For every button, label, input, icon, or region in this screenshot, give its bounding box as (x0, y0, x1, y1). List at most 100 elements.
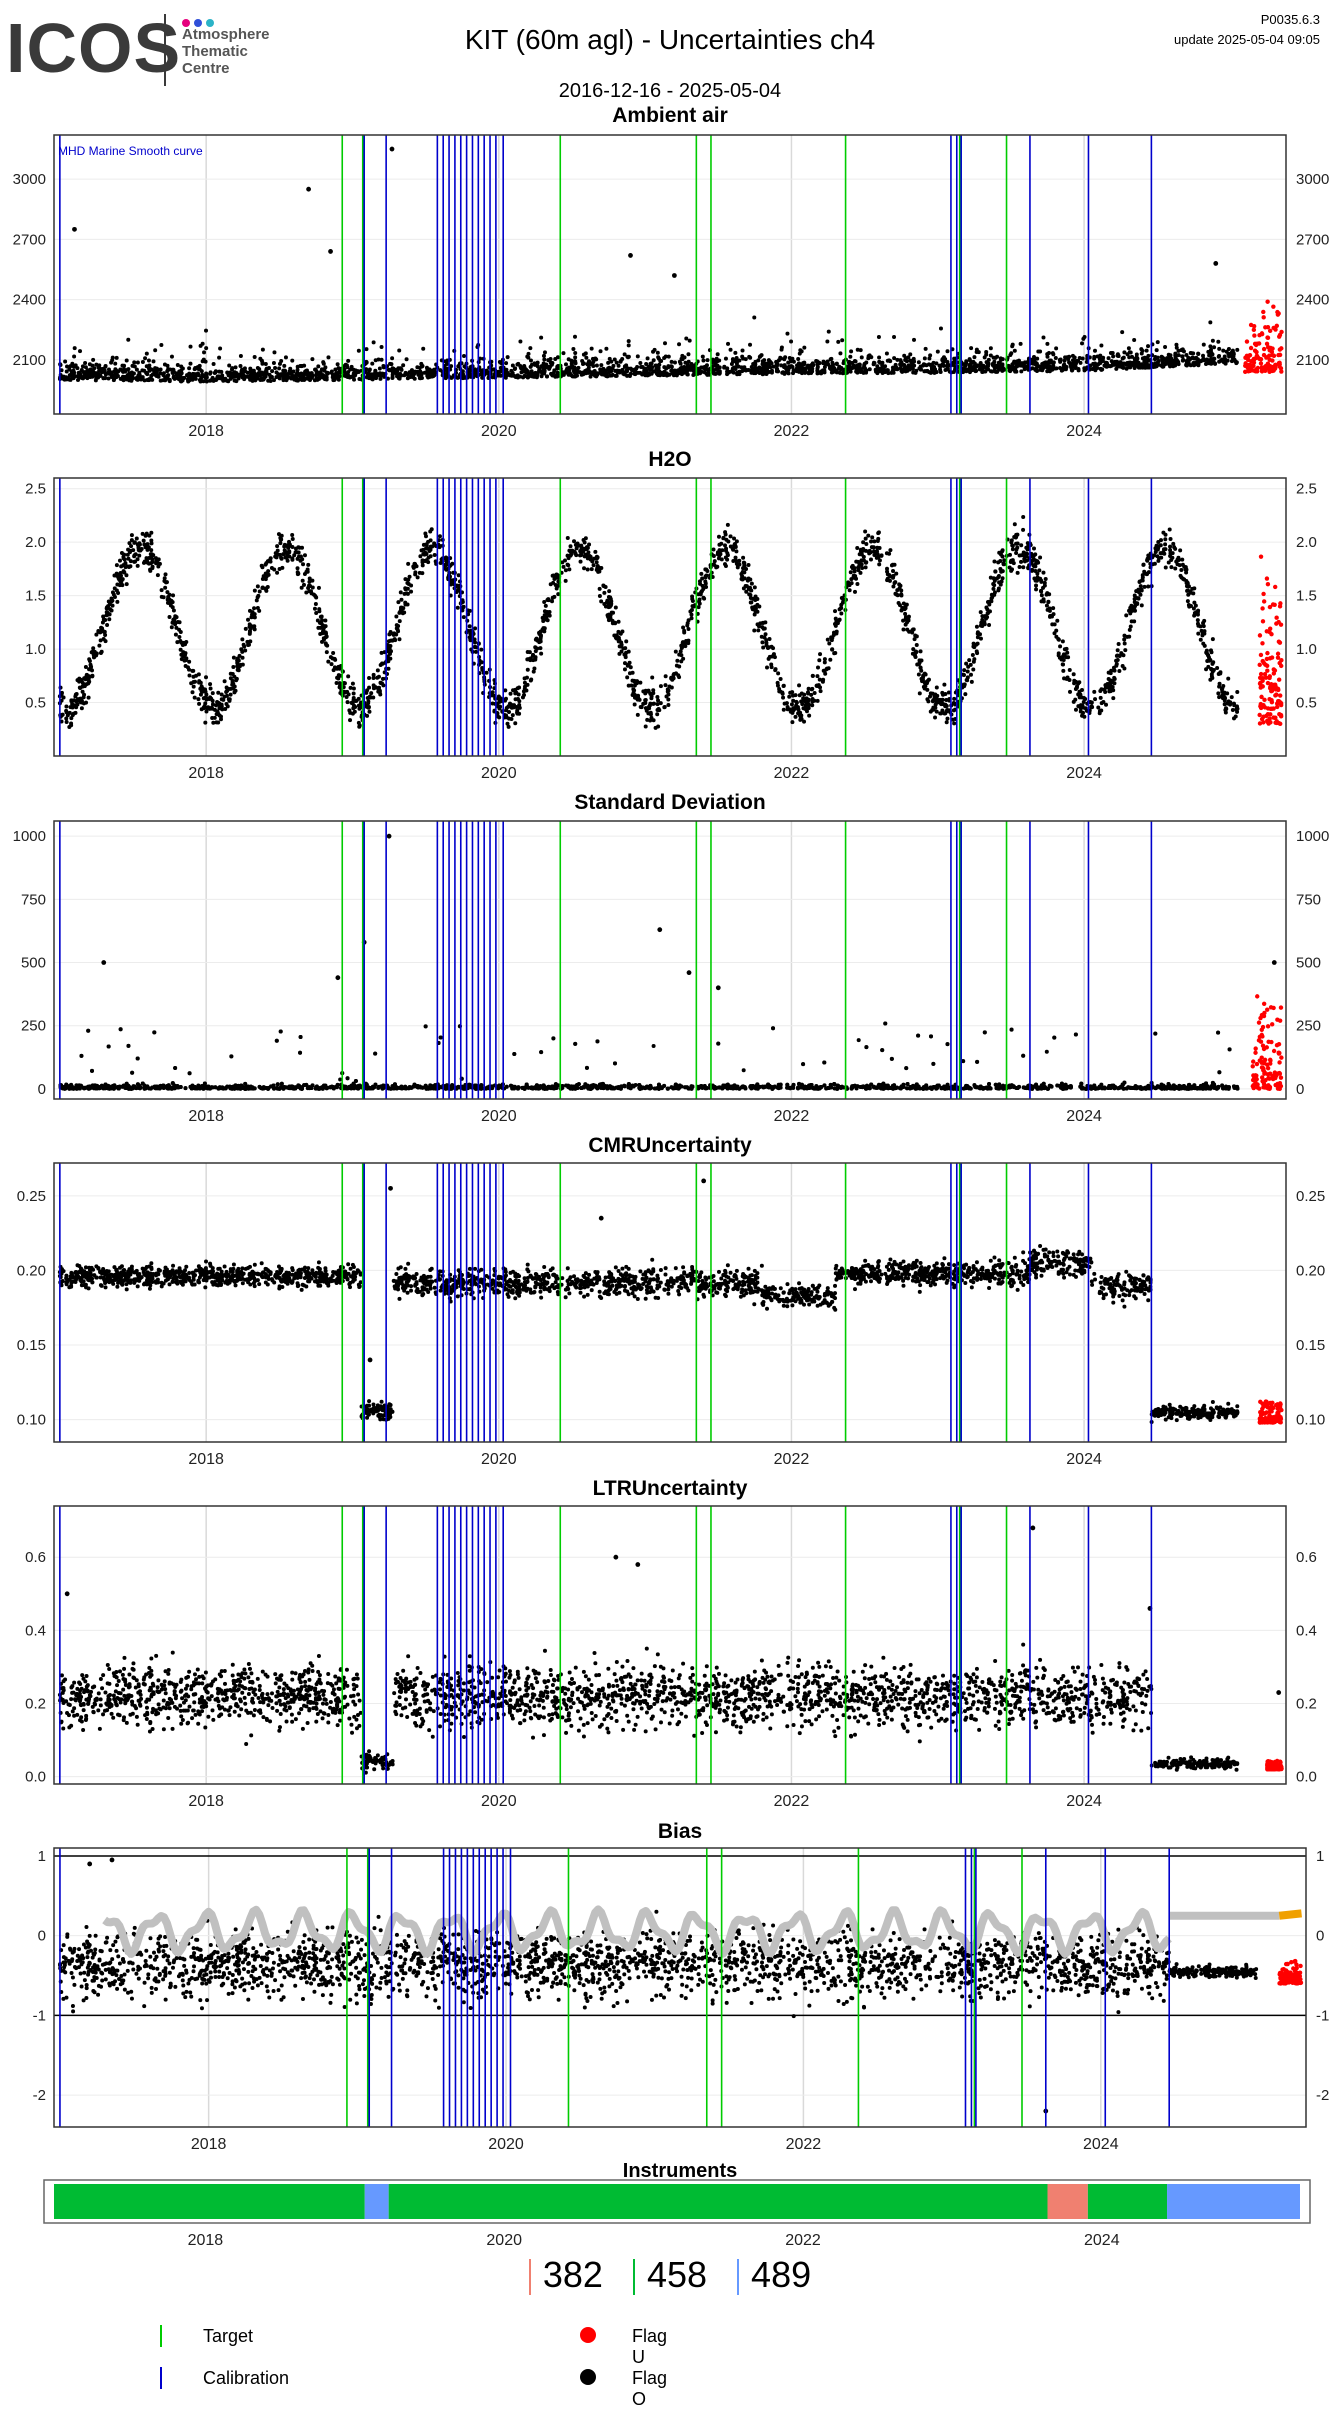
data-point (80, 706, 84, 710)
data-point (1187, 605, 1191, 609)
data-point (289, 376, 293, 380)
data-point (900, 370, 904, 374)
data-point (788, 691, 792, 695)
data-point (1163, 345, 1167, 349)
data-point (997, 580, 1001, 584)
data-point (71, 369, 75, 373)
flag-u-point (1278, 347, 1282, 351)
data-point (212, 362, 216, 366)
data-point (140, 547, 144, 551)
data-point (272, 350, 276, 354)
data-point (827, 330, 831, 334)
data-point (1208, 344, 1212, 348)
data-point (264, 572, 268, 576)
data-point (1235, 348, 1239, 352)
data-point (860, 355, 864, 359)
data-point (927, 356, 931, 360)
data-point (619, 641, 623, 645)
data-point (566, 563, 570, 567)
data-point (1162, 552, 1166, 556)
data-point (305, 377, 309, 381)
data-point (1178, 548, 1182, 552)
data-point (979, 361, 983, 365)
data-point (857, 563, 861, 567)
data-point (1083, 368, 1087, 372)
data-point (1114, 367, 1118, 371)
data-point (1146, 585, 1150, 589)
data-point (1228, 703, 1232, 707)
data-point (192, 685, 196, 689)
data-point (913, 637, 917, 641)
data-point (149, 561, 153, 565)
data-point (985, 367, 989, 371)
data-point (744, 590, 748, 594)
data-point (863, 367, 867, 371)
data-point (724, 357, 728, 361)
data-point (1019, 342, 1023, 346)
data-point (1036, 561, 1040, 565)
data-point (69, 373, 73, 377)
data-point (192, 680, 196, 684)
data-point (685, 623, 689, 627)
data-point (794, 715, 798, 719)
data-point (809, 693, 813, 697)
data-point (807, 714, 811, 718)
data-point (1141, 364, 1145, 368)
data-point (515, 712, 519, 716)
data-point (1093, 697, 1097, 701)
data-point (753, 585, 757, 589)
data-point (1105, 365, 1109, 369)
data-point (741, 357, 745, 361)
data-point (174, 633, 178, 637)
data-point (1072, 363, 1076, 367)
data-point (767, 645, 771, 649)
data-point (877, 530, 881, 534)
flag-u-point (1273, 363, 1277, 367)
data-point (64, 705, 68, 709)
data-point (635, 365, 639, 369)
data-point (544, 604, 548, 608)
data-point (576, 366, 580, 370)
data-point (627, 355, 631, 359)
data-point (975, 348, 979, 352)
data-point (1132, 338, 1136, 342)
data-point (132, 360, 136, 364)
data-point (216, 375, 220, 379)
data-point (87, 674, 91, 678)
data-point (1030, 568, 1034, 572)
data-point (134, 552, 138, 556)
data-point (533, 645, 537, 649)
data-point (790, 365, 794, 369)
data-point (1084, 706, 1088, 710)
data-point (1201, 631, 1205, 635)
data-point (591, 360, 595, 364)
data-point (405, 357, 409, 361)
data-point (208, 682, 212, 686)
data-point (209, 687, 213, 691)
data-point (179, 379, 183, 383)
data-point (346, 700, 350, 704)
data-point (1168, 545, 1172, 549)
data-point (270, 369, 274, 373)
data-point (241, 375, 245, 379)
data-point (252, 606, 256, 610)
data-point (316, 626, 320, 630)
data-point (945, 708, 949, 712)
data-point (798, 348, 802, 352)
data-point (292, 553, 296, 557)
data-point (1104, 703, 1108, 707)
data-point (747, 563, 751, 567)
data-point (282, 364, 286, 368)
data-point (839, 366, 843, 370)
data-point (1169, 361, 1173, 365)
data-point (1001, 576, 1005, 580)
data-point (875, 546, 879, 550)
data-point (353, 710, 357, 714)
data-point (1156, 340, 1160, 344)
data-point (234, 371, 238, 375)
data-point (606, 361, 610, 365)
data-point (729, 534, 733, 538)
data-point (623, 667, 627, 671)
data-point (191, 675, 195, 679)
